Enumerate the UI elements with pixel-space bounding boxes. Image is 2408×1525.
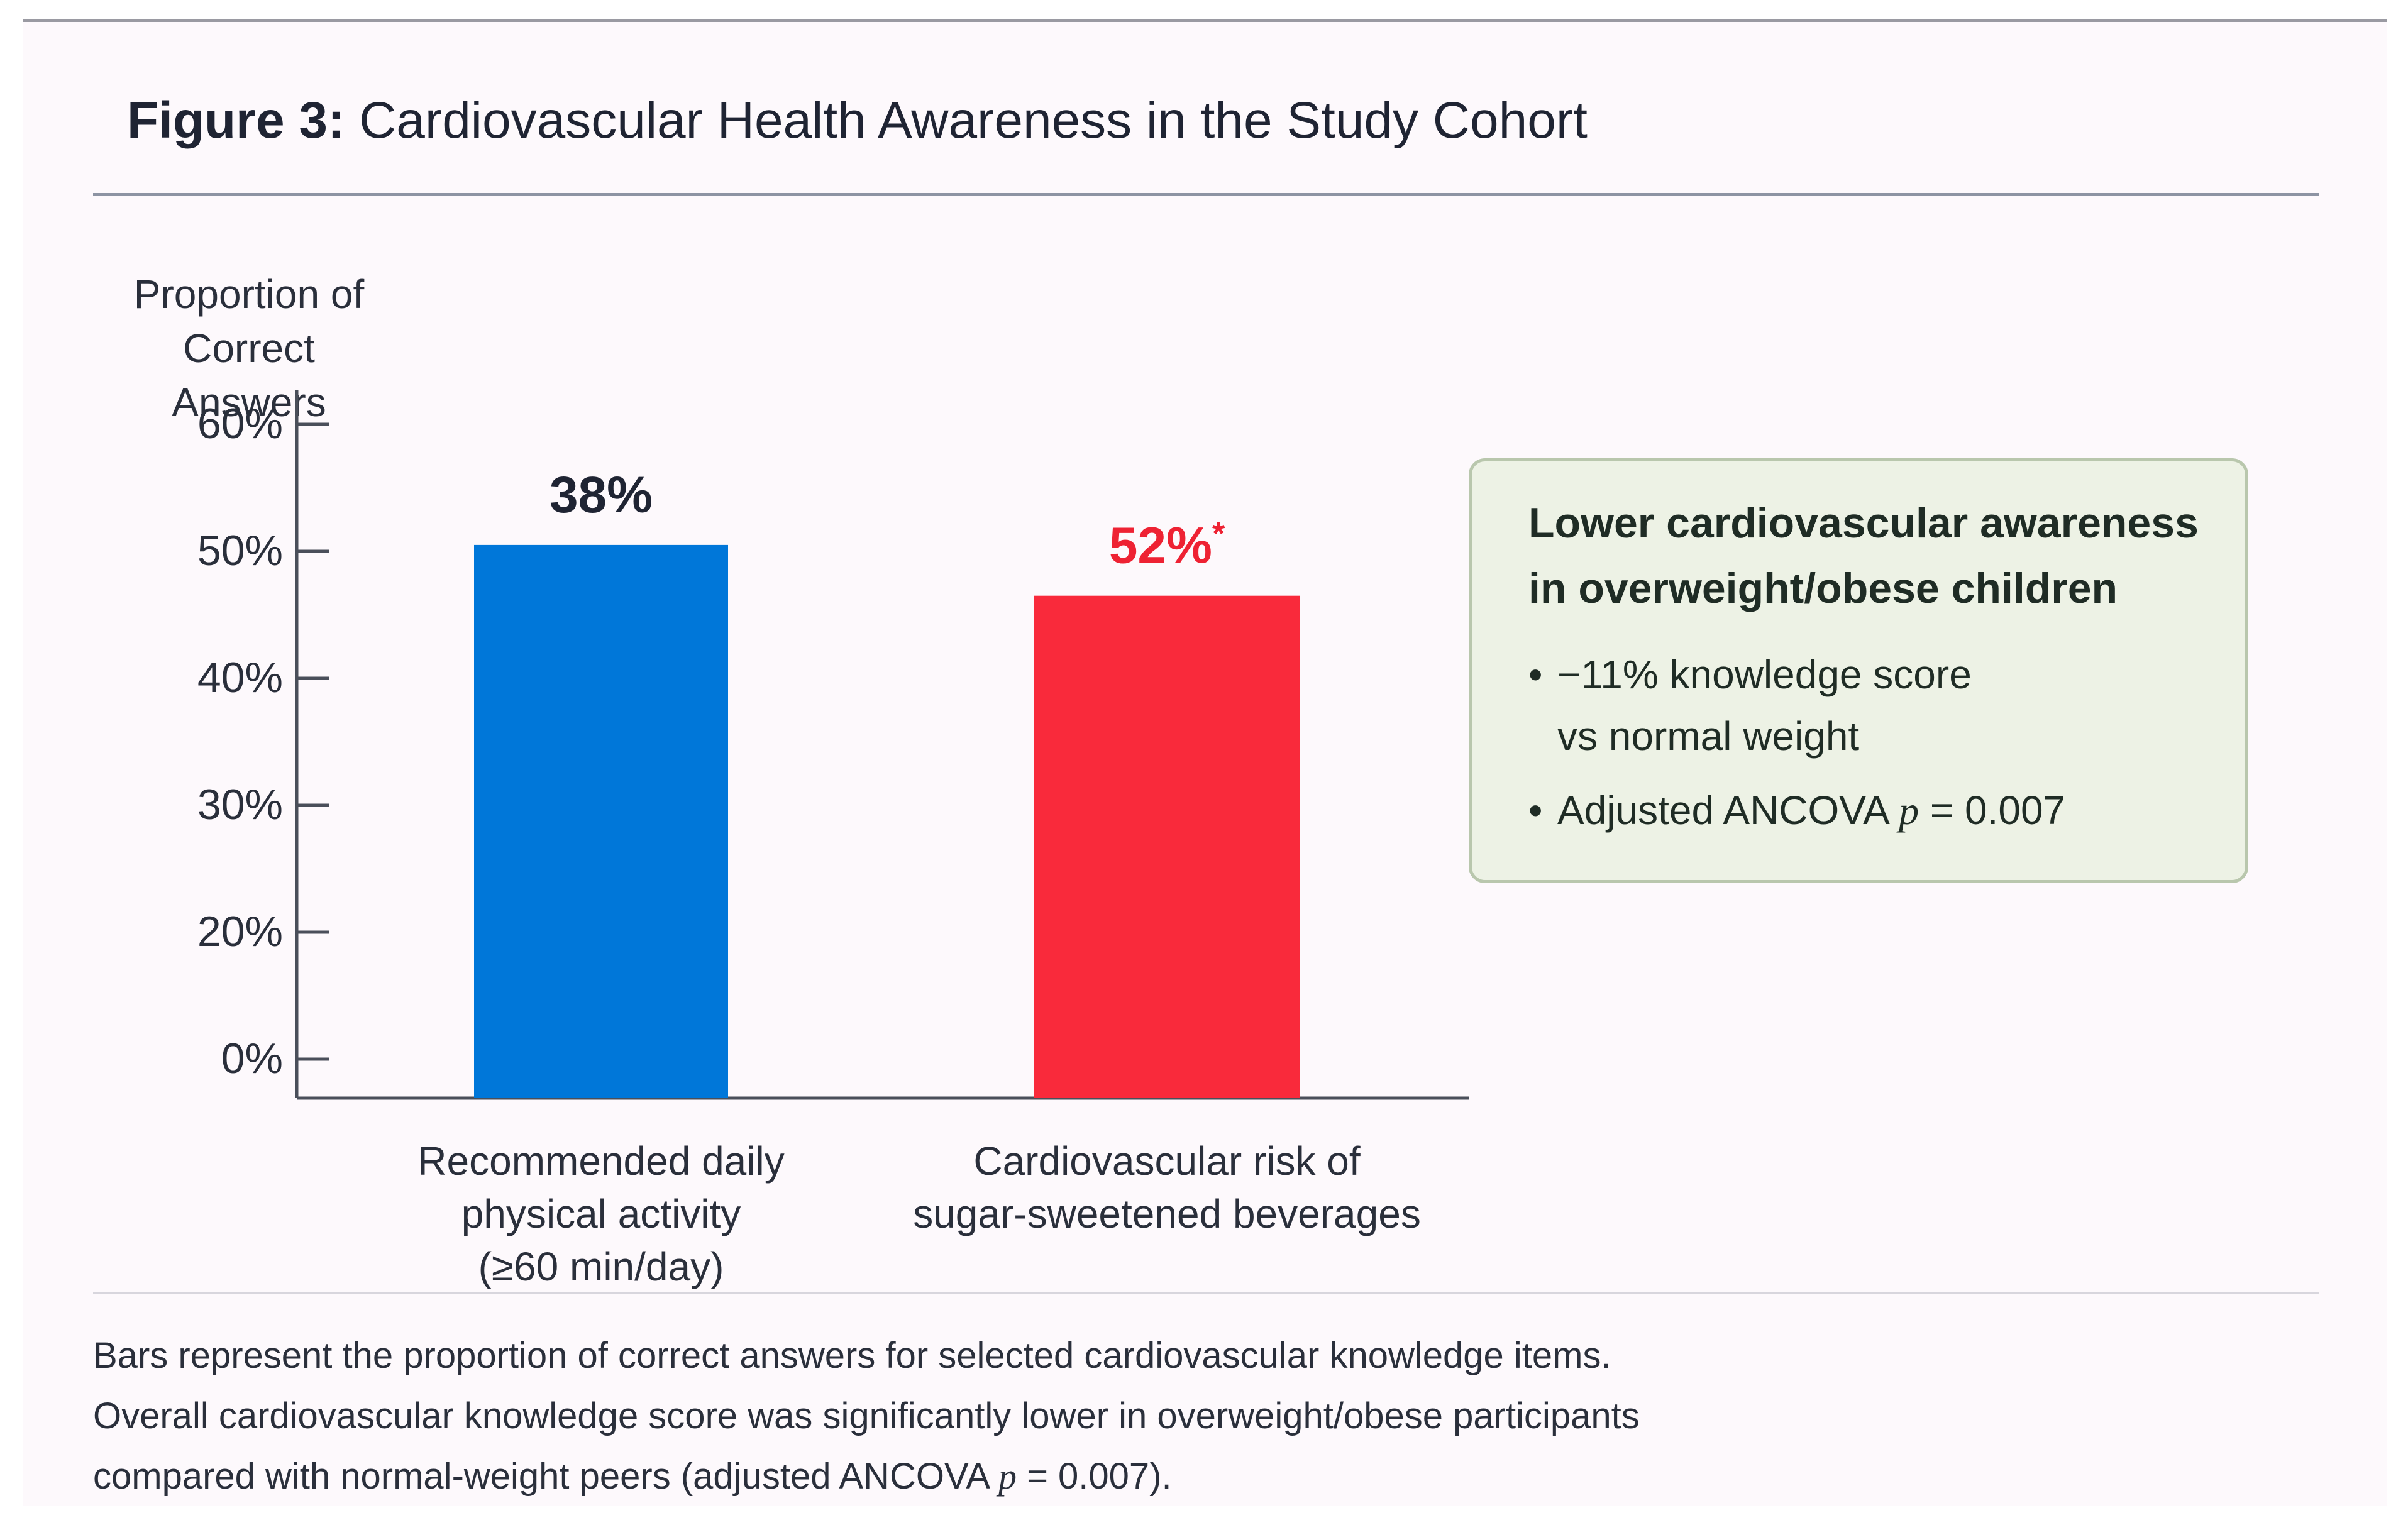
data-label-1: 52%* xyxy=(1109,516,1225,575)
caption-line3: compared with normal-weight peers (adjus… xyxy=(93,1446,2331,1507)
x-tick-label-line: (≥60 min/day) xyxy=(478,1244,724,1289)
significance-asterisk: * xyxy=(1212,516,1225,553)
y-tick-label: 0% xyxy=(221,1035,283,1082)
p-symbol: p xyxy=(998,1456,1017,1497)
caption-line3-text: compared with normal-weight peers (adjus… xyxy=(93,1456,988,1497)
x-tick-label-line: sugar-sweetened beverages xyxy=(913,1191,1421,1236)
x-tick-label-line: Recommended daily xyxy=(417,1138,785,1184)
caption-line3-value: = 0.007). xyxy=(1027,1456,1172,1497)
key-finding-item-knowledge-score: • −11% knowledge score vs normal weight xyxy=(1528,644,1972,767)
x-tick-label-line: Cardiovascular risk of xyxy=(973,1138,1361,1184)
y-tick-label: 20% xyxy=(197,908,283,955)
caption-divider xyxy=(93,1292,2319,1294)
y-tick-label: 30% xyxy=(197,781,283,829)
figure-title: Figure 3: Cardiovascular Health Awarenes… xyxy=(127,91,1588,150)
x-tick-label-physical-activity: Recommended daily physical activity (≥60… xyxy=(362,1135,840,1293)
y-tick-label: 40% xyxy=(197,654,283,702)
key-finding-item-text: vs normal weight xyxy=(1557,713,1860,759)
figure-caption: Bars represent the proportion of correct… xyxy=(93,1326,2331,1507)
y-tick-label: 50% xyxy=(197,527,283,575)
p-symbol: p xyxy=(1899,788,1919,833)
figure-label: Figure 3: xyxy=(127,92,345,149)
key-finding-heading-line2: in overweight/obese children xyxy=(1528,564,2118,612)
bar-1 xyxy=(1034,595,1300,1098)
y-axis-label-line2: Correct Answers xyxy=(172,326,326,425)
key-finding-item-ancova: • Adjusted ANCOVA p = 0.007 xyxy=(1528,779,2065,842)
y-tick-label: 60% xyxy=(197,400,283,448)
key-finding-heading-line1: Lower cardiovascular awareness xyxy=(1528,499,2199,547)
y-axis-label: Proportion of Correct Answers xyxy=(123,267,375,429)
caption-line1: Bars represent the proportion of correct… xyxy=(93,1335,1611,1376)
figure-panel: Figure 3: Cardiovascular Health Awarenes… xyxy=(23,19,2387,1506)
key-finding-item-value: = 0.007 xyxy=(1930,788,2066,833)
y-axis-label-line1: Proportion of xyxy=(133,272,365,317)
bullet-icon: • xyxy=(1528,652,1543,697)
bar-chart: 0% 20% 30% 40% 50% 60% 38% 52%* xyxy=(197,390,1469,1100)
x-tick-label-sugar-beverages: Cardiovascular risk of sugar-sweetened b… xyxy=(878,1135,1456,1240)
key-finding-box: Lower cardiovascular awareness in overwe… xyxy=(1469,458,2248,883)
key-finding-heading: Lower cardiovascular awareness in overwe… xyxy=(1528,490,2233,621)
x-tick-label-line: physical activity xyxy=(461,1191,741,1236)
caption-line2: Overall cardiovascular knowledge score w… xyxy=(93,1396,1640,1436)
key-finding-item-text: Adjusted ANCOVA xyxy=(1557,788,1888,833)
figure-title-text: Cardiovascular Health Awareness in the S… xyxy=(359,92,1588,149)
bar-0 xyxy=(474,544,728,1098)
data-label-0: 38% xyxy=(550,466,653,524)
key-finding-item-text: −11% knowledge score xyxy=(1557,652,1972,697)
title-divider xyxy=(93,193,2319,196)
bullet-icon: • xyxy=(1528,788,1543,833)
